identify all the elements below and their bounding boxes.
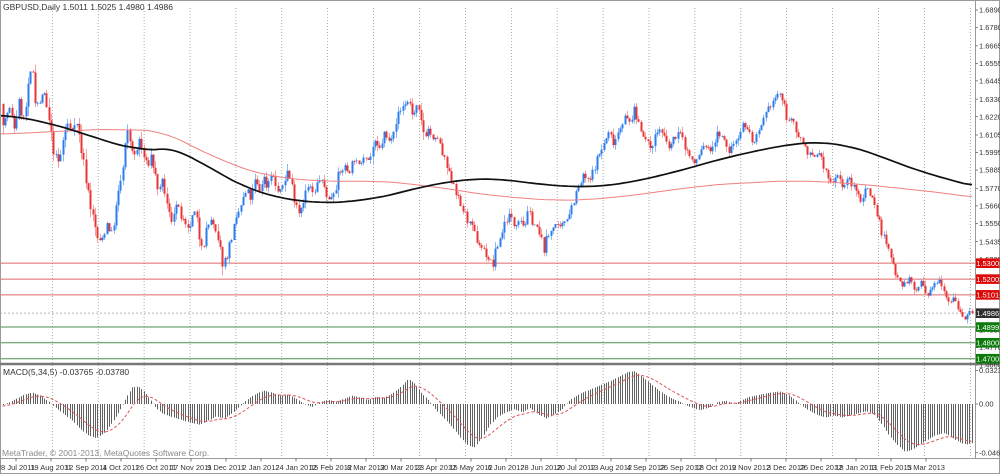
date-label: 9 Nov 2012	[732, 463, 770, 472]
price-tag-label: 1.5200	[976, 275, 999, 284]
price-axis-label: 1.5885	[979, 166, 1000, 175]
date-label: 18 Oct 2012	[696, 463, 737, 472]
date-label: 26 Dec 2012	[800, 463, 843, 472]
date-label: 15 Feb 2012	[310, 463, 352, 472]
price-tag	[976, 258, 1000, 268]
bull-bodies	[4, 71, 971, 320]
date-label: 17 Nov 2011	[170, 463, 212, 472]
price-axis-label: 1.5660	[979, 201, 1000, 210]
price-tag-label: 1.4986	[976, 309, 999, 318]
price-tag	[976, 353, 1000, 364]
date-label: 4 Sep 2012	[627, 463, 665, 472]
price-axis-label: 1.5995	[979, 148, 1000, 157]
macd-label: MACD(5,34,5) -0.03765 -0.03780	[3, 367, 129, 377]
macd-axis-label: 0.03232	[979, 366, 1000, 375]
price-tag	[976, 274, 1000, 284]
price-tag	[976, 338, 1000, 348]
price-axis-label: 1.6330	[979, 95, 1000, 104]
price-tag	[976, 290, 1000, 300]
macd-histogram	[3, 371, 973, 452]
price-axis-label: 1.5770	[979, 184, 1000, 193]
date-label: 6 Jun 2012	[487, 463, 524, 472]
date-label: 5 Mar 2013	[907, 463, 945, 472]
price-tag	[976, 322, 1000, 332]
date-label: 28 Jun 2012	[520, 463, 561, 472]
date-label: 4 Oct 2011	[103, 463, 139, 472]
date-label: 24 Jan 2012	[275, 463, 316, 472]
price-tags: 1.5300 1.5200 1.5101 1.4899 1.4800 1.4700 1.49…	[976, 258, 1000, 364]
date-label: 30 Mar 2012	[380, 463, 422, 472]
ma-red-line	[0, 128, 973, 201]
price-axis-label: 1.6665	[979, 41, 1000, 50]
price-tag-label: 1.4899	[976, 323, 999, 332]
date-label: 13 Aug 2012	[590, 463, 632, 472]
date-label: 2 Jan 2012	[242, 463, 279, 472]
date-label: 9 Dec 2011	[207, 463, 245, 472]
price-axis-label: 1.5550	[979, 219, 1000, 228]
date-label: 18 Jan 2013	[835, 463, 876, 472]
ma-black-line	[0, 114, 973, 204]
date-label: 26 Sep 2012	[660, 463, 703, 472]
period-separators	[51, 8, 971, 458]
date-label: 28 Jul 2011	[0, 463, 35, 472]
price-axis-label: 1.6890	[979, 6, 1000, 15]
candles-layer	[2, 64, 974, 324]
price-tag-label: 1.5101	[976, 291, 999, 300]
date-label: 3 Dec 2012	[767, 463, 805, 472]
date-label: 26 Oct 2011	[136, 463, 176, 472]
macd-indicator	[2, 371, 973, 452]
moving-averages	[0, 114, 973, 204]
price-axis-label: 1.6220	[979, 112, 1000, 121]
price-tag-label: 1.4700	[976, 355, 999, 364]
date-label: 8 Mar 2012	[347, 463, 385, 472]
price-axis-label: 1.6780	[979, 23, 1000, 32]
macd-axis-label: 0.00	[979, 400, 994, 409]
date-label: 11 Feb 2013	[870, 463, 912, 472]
price-axis-label: 1.5435	[979, 237, 1000, 246]
bear-wicks	[3, 64, 973, 321]
macd-signal-line	[2, 374, 972, 446]
price-axis-label: 1.6555	[979, 59, 1000, 68]
date-label: 15 May 2012	[449, 463, 492, 472]
horizontal-levels	[0, 262, 975, 360]
price-axis-label: 1.6105	[979, 131, 1000, 140]
price-axis-label: 1.4770	[979, 343, 1000, 352]
price-tag-label: 1.4800	[976, 339, 999, 348]
date-label: 20 Jul 2012	[557, 463, 596, 472]
copyright-text: MetaTrader, © 2001-2013, MetaQuotes Soft…	[2, 448, 209, 458]
bear-bodies	[2, 71, 974, 320]
date-label: 12 Sep 2011	[65, 463, 107, 472]
price-axis[interactable]: 1.6890 1.6780 1.6665 1.6555 1.6445 1.6330 1.62…	[975, 6, 1000, 458]
price-axis-label: 1.6445	[979, 76, 1000, 85]
chart-title: GBPUSD,Daily 1.5011 1.5025 1.4980 1.4986	[3, 2, 173, 12]
macd-axis-label: -0.04688	[979, 448, 1000, 457]
price-tag	[976, 308, 1000, 318]
date-label: 19 Aug 2011	[30, 463, 72, 472]
price-axis-label: 1.4660	[979, 361, 1000, 370]
date-label: 23 Apr 2012	[416, 463, 456, 472]
price-tag-label: 1.5300	[976, 259, 999, 268]
bull-wicks	[5, 71, 970, 324]
